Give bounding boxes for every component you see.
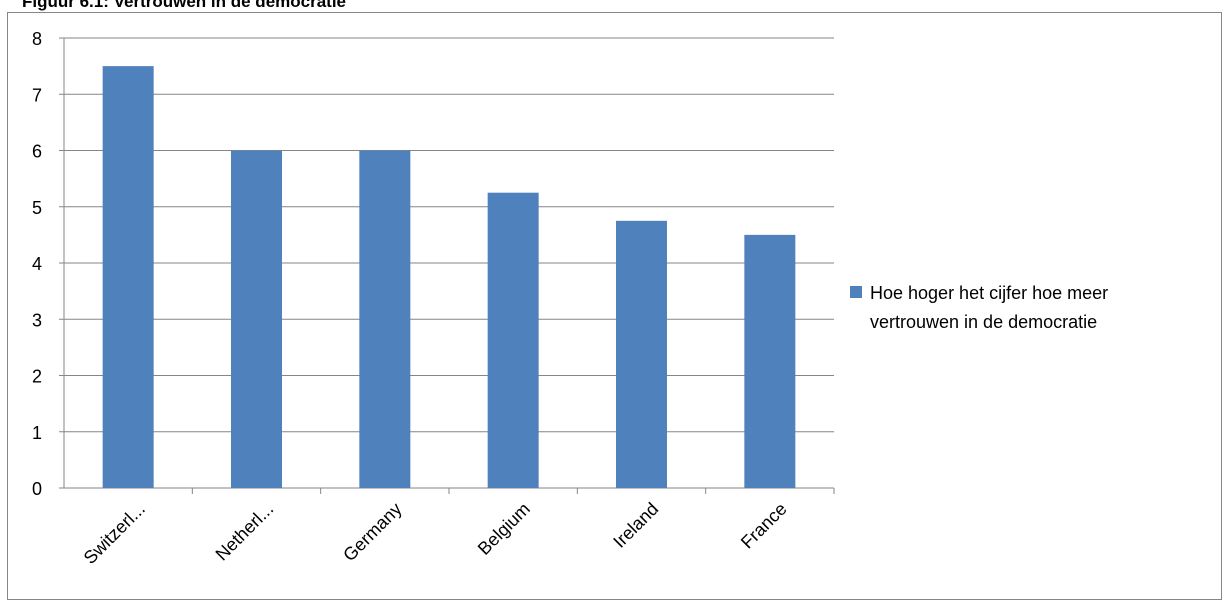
x-axis-ticks: Switzerl... Netherl... Germany Belgium Irela… bbox=[80, 499, 791, 568]
x-tick-label: Netherl... bbox=[212, 499, 278, 565]
bars bbox=[102, 66, 796, 488]
y-tick-label: 3 bbox=[32, 310, 42, 330]
legend: Hoe hoger het cijfer hoe meer vertrouwen … bbox=[850, 283, 1108, 332]
y-tick-label: 8 bbox=[32, 29, 42, 49]
y-tick-label: 4 bbox=[32, 254, 42, 274]
bar-ireland bbox=[616, 220, 667, 488]
x-tick-label: France bbox=[737, 499, 791, 553]
y-tick-label: 5 bbox=[32, 198, 42, 218]
x-tick-label: Ireland bbox=[609, 499, 662, 552]
x-tick-label: Switzerl... bbox=[80, 499, 149, 568]
y-tick-label: 7 bbox=[32, 85, 42, 105]
figure-title: Figuur 6.1: Vertrouwen in de democratie bbox=[22, 0, 347, 11]
legend-swatch bbox=[850, 286, 862, 298]
y-tick-label: 0 bbox=[32, 479, 42, 499]
gridlines bbox=[59, 37, 835, 494]
bar-germany bbox=[359, 150, 411, 488]
bar-belgium bbox=[487, 192, 539, 488]
y-tick-label: 1 bbox=[32, 423, 42, 443]
legend-label: Hoe hoger het cijfer hoe meer vertrouwen … bbox=[870, 283, 1108, 332]
y-tick-label: 2 bbox=[32, 367, 42, 387]
x-tick-label: Germany bbox=[339, 499, 405, 565]
bar-netherl bbox=[231, 150, 282, 488]
chart-border bbox=[7, 12, 1222, 600]
bar-switzerl bbox=[102, 66, 154, 488]
y-axis-ticks: 0 1 2 3 4 5 6 7 8 bbox=[32, 29, 42, 499]
x-tick-label: Belgium bbox=[474, 499, 534, 559]
bar-france bbox=[744, 234, 796, 488]
y-tick-label: 6 bbox=[32, 142, 42, 162]
